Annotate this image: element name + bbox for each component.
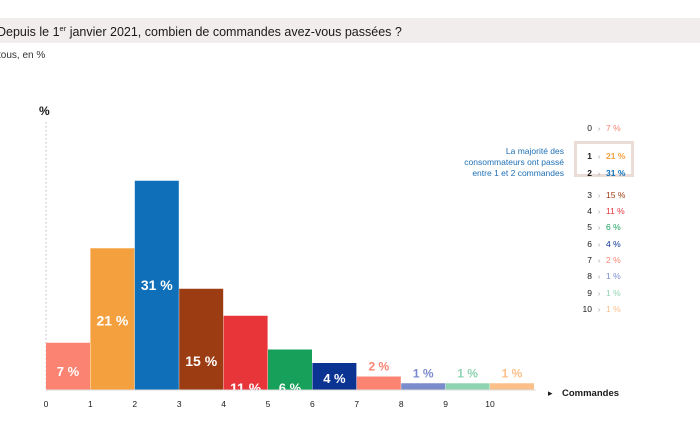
legend-key: 0 [587,123,592,133]
legend-row: 9 › 1 % [582,285,642,301]
bar-value-label: 15 % [185,353,217,369]
legend-arrow-icon: › [597,154,601,162]
legend-arrow-icon: › [597,274,601,282]
legend-arrow-icon: › [597,170,601,178]
legend-row: 0 › 7 % [582,120,642,136]
x-tick-label: 2 [132,399,137,409]
legend-arrow-icon: › [597,241,601,249]
legend-value: 2 % [606,255,621,266]
bar-value-label: 2 % [368,360,389,374]
legend-key: 6 [587,238,592,249]
bar-value-label: 7 % [57,364,80,379]
legend-value: 6 % [606,222,621,233]
bar-value-label: 21 % [96,312,128,328]
legend-value: 1 % [606,287,621,298]
annotation-line: consommateurs ont passé [464,157,564,167]
chart-title: Depuis le 1er janvier 2021, combien de c… [0,24,402,40]
bar [179,288,224,390]
legend-key: 1 [587,151,592,162]
legend-highlight-box [574,141,634,177]
legend-row: 1 › 21 % [582,148,642,164]
legend-value: 15 % [606,189,626,200]
bar-value-label: 6 % [279,381,302,396]
bar [46,342,90,390]
bar [268,349,312,390]
legend-value: 1 % [606,271,621,282]
legend-arrow-icon: › [597,126,601,133]
x-tick-label: 9 [443,399,448,409]
x-tick-label: 6 [310,399,315,409]
x-tick-label: 8 [399,399,404,409]
bar-value-label: 11 % [230,380,262,396]
x-axis-arrow-icon: ▸ [548,388,553,398]
legend-row: 8 › 1 % [582,268,642,284]
chart-subtitle: tous, en % [0,50,46,61]
x-tick-label: 4 [221,399,226,409]
legend-value: 21 % [606,151,626,162]
legend-key: 7 [587,255,592,266]
bar [490,383,534,390]
legend-arrow-icon: › [597,192,601,200]
legend-arrow-icon: › [597,290,601,298]
y-axis-label: % [39,104,50,118]
legend-key: 10 [582,303,592,314]
legend-key: 2 [587,167,592,178]
legend-arrow-icon: › [597,306,601,314]
x-tick-label: 10 [485,399,495,409]
legend-value: 11 % [606,206,625,217]
bar [90,248,135,390]
x-tick-label: 3 [177,399,182,409]
x-tick-label: 5 [266,399,271,409]
bar [312,363,357,390]
legend-value: 4 % [606,238,621,249]
legend-row: 2 › 31 % [582,165,642,181]
bar [223,315,268,390]
bar-value-label: 1 % [502,366,523,380]
annotation-line: entre 1 et 2 commandes [472,168,564,178]
x-tick-label: 1 [88,399,93,409]
legend-row: 6 › 4 % [582,236,642,252]
annotation: La majorité des consommateurs ont passé … [444,146,564,179]
bar [445,383,490,390]
legend-key: 8 [587,271,592,282]
x-tick-label: 7 [354,399,359,409]
annotation-line: La majorité des [505,146,564,156]
bar-value-label: 1 % [457,366,478,380]
legend-row: 4 › 11 % [582,203,642,219]
bar-value-label: 31 % [141,277,173,293]
legend-value: 1 % [606,303,621,314]
bar-value-label: 4 % [323,371,346,386]
x-axis-label: Commandes [562,388,619,399]
title-band [0,18,700,43]
bar-value-label: 1 % [413,366,434,380]
legend-key: 4 [587,206,592,217]
bar [401,383,446,390]
legend-row: 7 › 2 % [582,252,642,268]
legend-value: 31 % [606,167,626,178]
bar [134,180,179,390]
legend-row: 3 › 15 % [582,187,642,203]
legend-arrow-icon: › [597,258,601,266]
legend-key: 9 [587,287,592,298]
legend-key: 3 [587,189,592,200]
bar [356,376,401,390]
legend-key: 5 [587,222,592,233]
legend-arrow-icon: › [597,209,601,217]
legend-row: 5 › 6 % [582,219,642,235]
legend-arrow-icon: › [597,225,601,233]
x-tick-label: 0 [44,399,49,409]
legend: 0 › 7 % 1 › 21 % 2 › 31 % 3 › 15 % 4 › 11 % 5 › 6 % 6 › 4 % 7… [582,120,642,317]
legend-value: 7 % [606,123,621,133]
legend-row: 10 › 1 % [582,301,642,317]
